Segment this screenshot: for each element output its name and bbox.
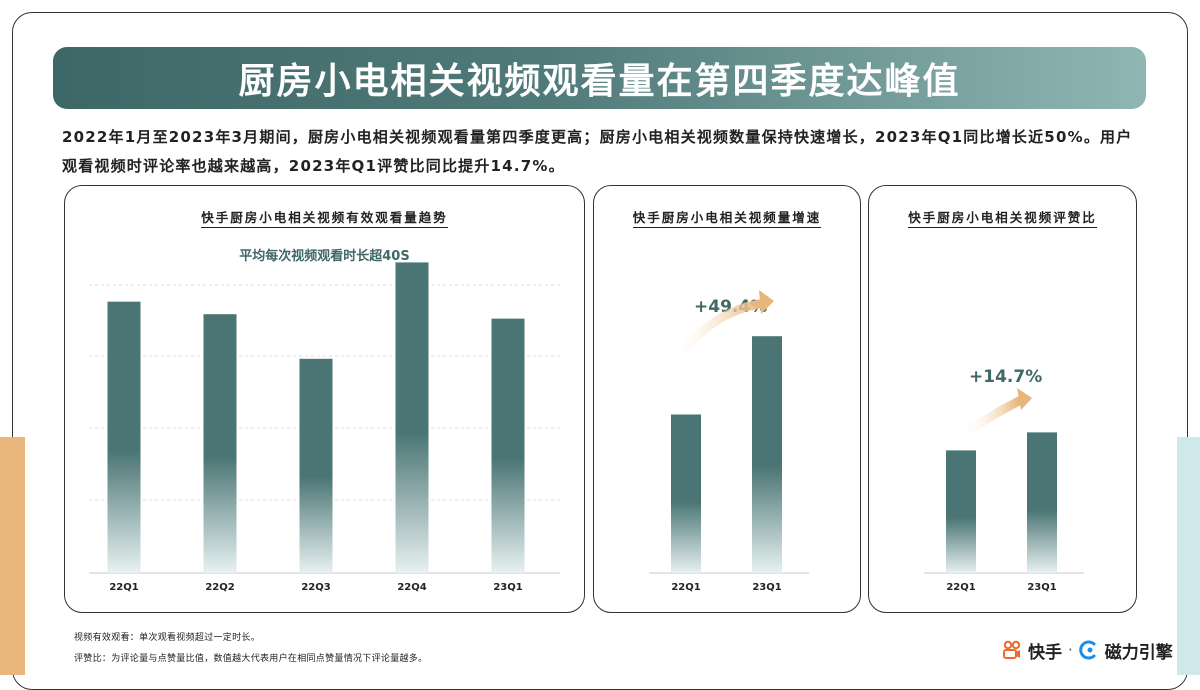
page-title: 厨房小电相关视频观看量在第四季度达峰值 [238,61,961,102]
ratio-panel-title: 快手厨房小电相关视频评赞比 [869,207,1136,228]
brand-separator: · [1068,641,1073,659]
x-tick-label: 22Q3 [301,582,330,593]
views-panel-title: 快手厨房小电相关视频有效观看量趋势 [65,207,584,228]
x-tick-label: 23Q1 [493,582,522,593]
bar-22Q1 [671,414,701,573]
x-tick-label: 22Q1 [671,582,700,593]
ratio-chart: 22Q1 23Q1 [924,388,1084,593]
footnote-effective-view: 视频有效观看：单次观看视频超过一定时长。 [74,633,261,643]
growth-arrow [967,396,1024,433]
bar-23Q1 [491,318,525,573]
views-panel-subtitle: 平均每次视频观看时长超40S [239,249,410,264]
views-chart: 22Q1 22Q2 22Q3 22Q4 23Q1 [89,262,560,593]
x-tick-label: 22Q2 [205,582,234,593]
views-panel: 快手厨房小电相关视频有效观看量趋势 平均每次视频观看时长超40S 22Q1 22Q… [64,185,585,613]
x-tick-label: 22Q1 [109,582,138,593]
x-tick-label: 22Q1 [946,582,975,593]
volume-panel-title: 快手厨房小电相关视频量增速 [594,207,860,228]
left-accent-bar [0,437,25,675]
bar-22Q1 [107,301,141,573]
kuaishou-logo-icon [1003,640,1021,659]
bar-23Q1 [1027,432,1057,573]
summary-text: 2022年1月至2023年3月期间，厨房小电相关视频观看量第四季度更高；厨房小电… [62,128,1133,175]
brand-logos: 快手 · 磁力引擎 [1002,638,1173,663]
growth-arrow-head [1017,388,1032,410]
growth-arrow-head [759,290,774,314]
bar-22Q3 [299,358,333,573]
ratio-panel: 快手厨房小电相关视频评赞比 +14.7% 22Q1 23Q1 [868,185,1137,613]
cili-logo-icon [1079,640,1096,660]
growth-arrow [682,299,764,351]
x-tick-label: 23Q1 [1027,582,1056,593]
volume-chart: 22Q1 23Q1 [649,290,809,593]
bar-22Q1 [946,450,976,573]
kuaishou-brand-text: 快手 [1028,642,1062,663]
bar-22Q4 [395,262,429,573]
bar-22Q2 [203,314,237,573]
bar-23Q1 [752,336,782,573]
volume-panel: 快手厨房小电相关视频量增速 +49.4% 22Q1 23Q1 [593,185,861,613]
x-tick-label: 23Q1 [752,582,781,593]
title-banner: 厨房小电相关视频观看量在第四季度达峰值 [53,47,1146,109]
ratio-growth-label: +14.7% [969,367,1043,387]
footnote-comment-ratio: 评赞比：为评论量与点赞量比值，数值越大代表用户在相同点赞量情况下评论量越多。 [74,654,428,664]
x-tick-label: 22Q4 [397,582,426,593]
right-accent-bar [1177,437,1200,675]
cili-brand-text: 磁力引擎 [1104,642,1173,663]
